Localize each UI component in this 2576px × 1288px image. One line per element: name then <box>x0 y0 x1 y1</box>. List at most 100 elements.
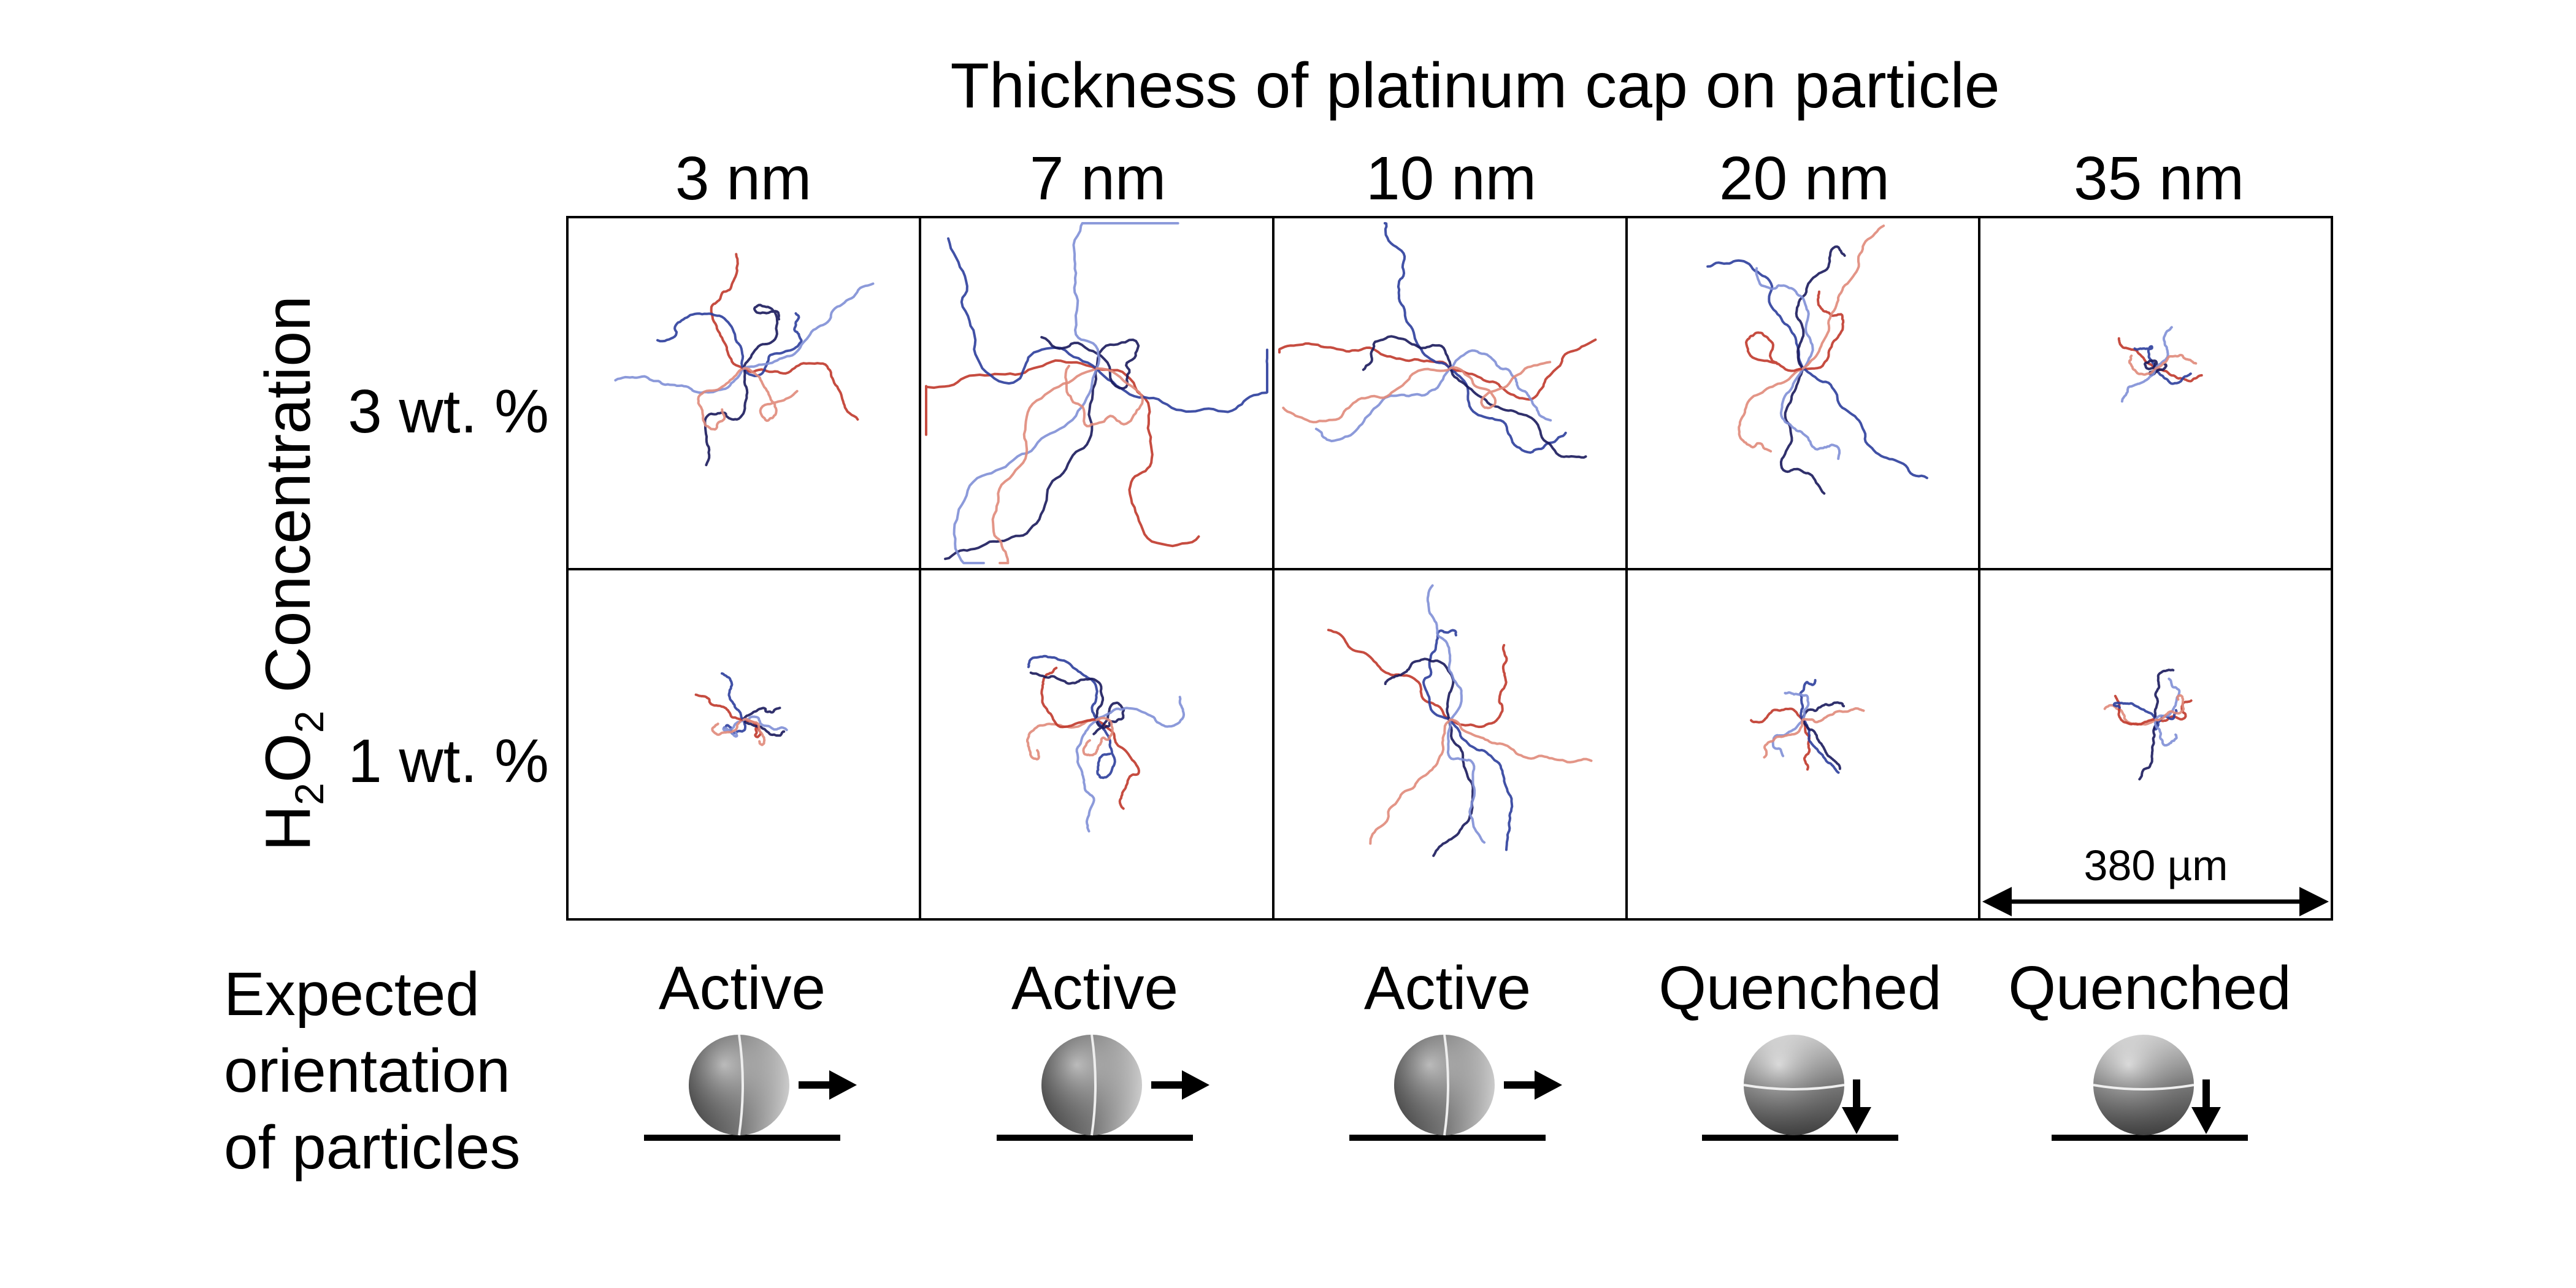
arrow-head <box>829 1070 857 1100</box>
trajectory-path <box>711 718 745 736</box>
trajectory-path <box>1745 331 1804 372</box>
trajectory-path <box>1801 367 1928 480</box>
particle-shading <box>1744 1035 1844 1135</box>
trajectory-path <box>1026 718 1098 761</box>
trajectory-path <box>2154 694 2185 722</box>
particle-diagram <box>1349 1034 1562 1141</box>
figure-title: Thickness of platinum cap on particle <box>950 50 1999 121</box>
trajectory-path <box>742 282 875 370</box>
trajectory-path <box>742 707 781 721</box>
scale-bar: 380 µm <box>1982 841 2329 916</box>
y-axis-label-mid: O <box>253 733 324 783</box>
trajectory-path <box>1449 643 1508 729</box>
trajectory-path <box>2154 326 2173 370</box>
trajectory-path <box>1064 364 1144 427</box>
trajectory-path <box>1779 367 1826 495</box>
trajectory-path <box>2154 367 2203 383</box>
arrow-head <box>1182 1070 1209 1100</box>
column-header: 20 nm <box>1719 144 1890 213</box>
state-label: Quenched <box>2008 954 2291 1022</box>
trajectory-path <box>721 672 745 721</box>
trajectory-path <box>1072 222 1179 370</box>
trajectory-path <box>925 359 1098 436</box>
motion-arrow-right <box>1151 1070 1209 1100</box>
motion-arrow-right <box>1504 1070 1562 1100</box>
trajectory-path <box>1095 367 1200 548</box>
column-header: 3 nm <box>675 144 811 213</box>
trajectory-path <box>1779 367 1841 460</box>
trajectory-path <box>703 367 749 467</box>
trajectory-path <box>1278 342 1451 370</box>
column-header: 10 nm <box>1366 144 1536 213</box>
trajectory-path <box>1449 349 1552 422</box>
particle-illustrations <box>644 1034 2248 1141</box>
particle-shading <box>1041 1035 1142 1135</box>
orientation-label-line: orientation <box>224 1037 510 1105</box>
trajectory-path <box>1040 667 1098 729</box>
trajectory-path <box>742 718 766 746</box>
cap-boundary <box>738 1034 744 1136</box>
trajectories <box>614 222 2203 857</box>
cap-boundary <box>2093 1084 2195 1091</box>
trajectory-path <box>2153 718 2178 747</box>
y-axis-label-sub1: 2 <box>286 783 332 805</box>
trajectory-path <box>1801 718 1811 771</box>
trajectory-path <box>1801 290 1845 370</box>
cap-boundary <box>1743 1084 1845 1091</box>
arrow-head <box>2191 1107 2221 1134</box>
trajectory-path <box>1075 718 1098 833</box>
trajectory-path <box>742 362 859 421</box>
trajectory-path <box>1801 701 1846 721</box>
particle-diagram <box>644 1034 857 1141</box>
trajectory-path <box>742 367 799 422</box>
trajectory-path <box>1029 671 1105 721</box>
trajectory-path <box>1795 245 1846 370</box>
trajectory-path <box>2153 669 2175 721</box>
scale-bar-arrow-left <box>1982 887 2012 916</box>
particle-shading <box>1394 1035 1495 1135</box>
trajectory-path <box>1422 629 1457 721</box>
particle-diagram <box>997 1034 1209 1141</box>
particle-diagram <box>1702 1035 1898 1141</box>
trajectory-path <box>694 693 745 721</box>
trajectory-path <box>2154 367 2192 385</box>
trajectory-path <box>1801 718 1841 770</box>
orientation-label-line: Expected <box>224 960 480 1029</box>
trajectory-path <box>742 312 803 377</box>
scale-bar-arrow-right <box>2299 887 2329 916</box>
trajectory-path <box>1449 338 1597 401</box>
y-axis-label-suffix: Concentration <box>253 296 324 710</box>
trajectory-path <box>1369 718 1451 845</box>
trajectory-path <box>2144 359 2158 370</box>
orientation-label-line: of particles <box>224 1113 521 1182</box>
trajectory-path <box>1362 335 1452 371</box>
trajectory-path <box>1755 267 1814 370</box>
trajectory-path <box>1095 718 1140 810</box>
trajectory-path <box>1082 716 1114 757</box>
cap-boundary <box>1443 1034 1449 1136</box>
motion-arrow-down <box>1842 1079 1871 1134</box>
y-axis-label: H2O2 Concentration <box>253 296 332 851</box>
trajectory-path <box>722 718 745 738</box>
state-label: Active <box>1364 954 1531 1022</box>
trajectory-path <box>1763 718 1804 759</box>
trajectory-path <box>991 367 1098 564</box>
trajectory-path <box>710 253 745 370</box>
trajectory-path <box>742 718 786 737</box>
trajectory-path <box>1384 657 1455 721</box>
cap-boundary <box>1091 1034 1097 1136</box>
particle-shading <box>2093 1035 2194 1135</box>
trajectory-path <box>1383 222 1451 370</box>
column-header: 7 nm <box>1030 144 1166 213</box>
trajectory-path <box>1706 259 1804 370</box>
trajectory-path <box>2112 702 2157 721</box>
state-label: Active <box>1011 954 1178 1022</box>
motion-arrow-down <box>2191 1079 2221 1134</box>
state-labels: Active Active Active Quenched Quenched <box>659 954 2291 1022</box>
scale-bar-label: 380 µm <box>2084 841 2228 889</box>
particle-diagram <box>2052 1035 2248 1141</box>
trajectory-path <box>1750 707 1804 724</box>
trajectory-path <box>1449 361 1552 410</box>
trajectory-path <box>2128 355 2157 376</box>
